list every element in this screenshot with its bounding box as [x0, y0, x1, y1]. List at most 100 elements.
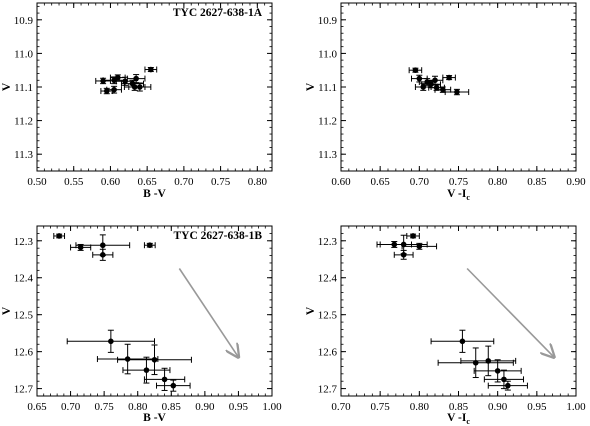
- y-tick-labels: 12.3 12.4 12.5 12.6 12.7: [318, 232, 576, 397]
- x-axis-label: B -V: [143, 412, 166, 424]
- y-tick-label: 12.7: [318, 384, 338, 396]
- panel-top-right: 10.9 11.0 11.1 11.2 11.3 0.60 0.65 0.70 0.75 0.8…: [305, 2, 586, 202]
- y-axis-label: V: [1, 82, 13, 91]
- data-marker: [412, 67, 419, 73]
- reddening-arrow: [178, 268, 238, 358]
- y-tick-label: 12.6: [14, 347, 34, 359]
- data-point: [156, 379, 191, 392]
- y-tick-label: 12.3: [14, 236, 34, 248]
- data-point: [437, 347, 514, 379]
- x-tick-label: 0.80: [248, 176, 268, 188]
- data-marker: [494, 368, 501, 374]
- x-tick-label: 0.65: [371, 176, 391, 188]
- data-point: [442, 74, 456, 81]
- panel-bottom-right: 12.3 12.4 12.5 12.6 12.7 0.70 0.75 0.80 0.85 0.9…: [305, 225, 586, 426]
- x-tick-label: 0.95: [527, 401, 547, 413]
- x-tick-label: 0.65: [27, 401, 47, 413]
- data-marker: [459, 338, 466, 345]
- x-axis-label-main: V -I: [447, 188, 467, 200]
- data-point: [143, 367, 186, 391]
- y-tick-label: 11.3: [318, 149, 337, 161]
- x-tick-label: 0.85: [527, 176, 547, 188]
- x-tick-label: 0.85: [162, 401, 182, 413]
- y-tick-label: 12.5: [318, 310, 338, 322]
- data-point: [128, 82, 152, 92]
- data-marker: [137, 84, 143, 90]
- data-marker: [170, 382, 177, 389]
- plot-frame: [36, 2, 273, 172]
- data-marker: [400, 241, 407, 248]
- data-point: [393, 249, 414, 260]
- x-tick-label: 0.60: [331, 176, 351, 188]
- data-point: [96, 343, 159, 375]
- y-tick-labels: 12.3 12.4 12.5 12.6 12.7: [14, 232, 272, 397]
- y-tick-labels: 10.9 11.0 11.1 11.2 11.3: [318, 5, 576, 169]
- x-tick-label: 0.75: [95, 401, 115, 413]
- data-point: [66, 329, 155, 353]
- x-tick-labels: 0.60 0.65 0.70 0.75 0.80 0.85 0.90: [331, 3, 586, 188]
- data-points: [376, 232, 554, 391]
- data-point: [408, 67, 423, 74]
- y-tick-label: 10.9: [14, 15, 34, 27]
- data-marker: [111, 77, 117, 84]
- x-axis-label: V -Ic: [447, 412, 470, 426]
- data-marker: [400, 252, 407, 258]
- data-marker: [100, 242, 106, 249]
- y-tick-label: 11.1: [318, 82, 337, 94]
- x-tick-label: 0.55: [64, 176, 84, 188]
- x-tick-label: 0.80: [488, 176, 508, 188]
- x-tick-label: 0.90: [195, 401, 215, 413]
- data-point: [487, 380, 528, 391]
- y-axis-label: V: [1, 306, 13, 315]
- x-tick-label: 0.70: [331, 401, 351, 413]
- x-tick-labels: 0.65 0.70 0.75 0.80 0.85 0.90 0.95 1.00: [27, 226, 282, 413]
- x-axis-label: V -Ic: [447, 188, 470, 202]
- plot-frame: [340, 2, 577, 172]
- x-axis-label-sub: c: [466, 193, 470, 202]
- reddening-arrow: [466, 267, 554, 358]
- data-marker: [108, 338, 114, 345]
- data-point: [53, 232, 66, 239]
- data-point: [444, 88, 470, 96]
- plot-frame: [340, 225, 577, 397]
- x-tick-label: 0.65: [138, 176, 158, 188]
- data-marker: [161, 376, 168, 383]
- x-tick-label: 0.80: [410, 401, 430, 413]
- x-tick-label: 0.60: [101, 176, 121, 188]
- data-marker: [56, 233, 62, 239]
- data-marker: [454, 89, 460, 95]
- x-tick-label: 0.80: [128, 401, 148, 413]
- data-points: [53, 232, 239, 392]
- data-marker: [505, 382, 511, 389]
- panel-title: TYC 2627-638-1A: [173, 7, 263, 19]
- data-point: [473, 359, 522, 383]
- x-tick-label: 1.00: [262, 401, 282, 413]
- data-marker: [446, 74, 452, 81]
- data-point: [122, 356, 171, 384]
- data-marker: [124, 356, 131, 362]
- y-tick-label: 10.9: [318, 15, 338, 27]
- x-axis-label: B -V: [143, 188, 166, 200]
- x-tick-label: 0.75: [371, 401, 391, 413]
- y-axis-label: V: [305, 82, 317, 91]
- y-tick-label: 12.7: [14, 384, 34, 396]
- data-marker: [148, 66, 154, 73]
- data-point: [100, 87, 114, 95]
- data-marker: [100, 252, 106, 258]
- panel-title: TYC 2627-638-1B: [174, 230, 263, 242]
- x-axis-label-main: V -I: [447, 412, 467, 424]
- data-marker: [416, 75, 423, 82]
- plot-frame: [36, 225, 273, 397]
- y-tick-labels: 10.9 11.0 11.1 11.2 11.3: [14, 5, 272, 169]
- y-tick-label: 11.1: [14, 82, 33, 94]
- data-marker: [103, 88, 110, 94]
- data-marker: [143, 367, 150, 373]
- y-tick-label: 12.6: [318, 347, 338, 359]
- y-tick-label: 11.0: [14, 48, 33, 60]
- y-tick-label: 11.2: [318, 116, 337, 128]
- panel-bottom-left: 12.3 12.4 12.5 12.6 12.7 0.65 0.70 0.75 0.80 0.8…: [1, 225, 282, 424]
- panel-top-left: 10.9 11.0 11.1 11.2 11.3 0.50 0.55 0.60 0.65 0.7…: [1, 2, 273, 200]
- data-point: [92, 248, 114, 261]
- data-marker: [420, 84, 427, 90]
